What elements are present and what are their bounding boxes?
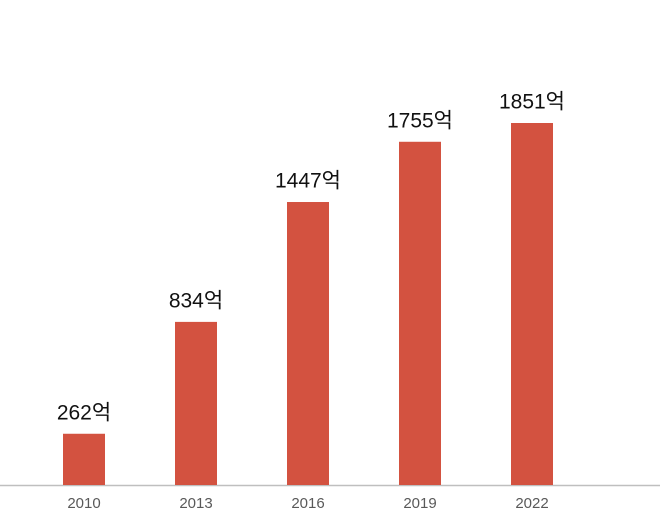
x-tick-label: 2010 (67, 495, 100, 510)
x-tick-label: 2022 (515, 495, 548, 510)
value-label: 1447억 (275, 170, 341, 193)
bar (175, 321, 217, 485)
bar (63, 433, 105, 485)
value-label: 1851억 (499, 91, 565, 114)
value-label: 1755억 (387, 109, 453, 132)
bar (399, 141, 441, 485)
bar (511, 123, 553, 485)
x-tick-label: 2019 (403, 495, 436, 510)
value-label: 262억 (57, 401, 111, 424)
x-tick-label: 2013 (179, 495, 212, 510)
bar (287, 202, 329, 486)
x-tick-label: 2016 (291, 495, 324, 510)
value-label: 834억 (169, 289, 223, 312)
